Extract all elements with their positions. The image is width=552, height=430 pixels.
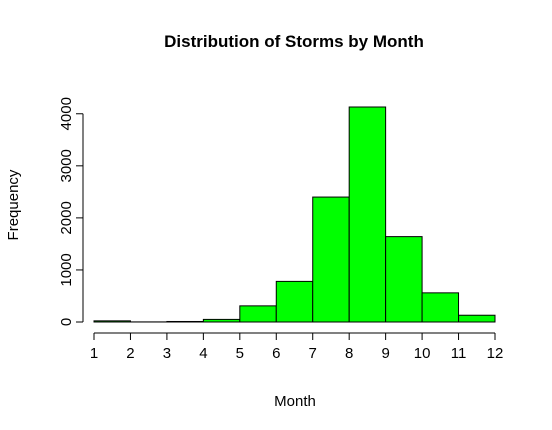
- histogram-bar: [421, 292, 460, 323]
- bars-group: [93, 106, 496, 323]
- histogram-bar: [312, 196, 350, 323]
- histogram-bar: [93, 320, 131, 323]
- y-tick-label: 4000: [58, 97, 75, 130]
- x-tick-label: 5: [236, 345, 244, 362]
- histogram-bar: [275, 280, 314, 323]
- y-tick-label: 0: [58, 318, 75, 326]
- x-tick-label: 11: [451, 345, 467, 362]
- x-tick-label: 9: [381, 345, 389, 362]
- x-axis-title: Month: [274, 393, 316, 410]
- x-tick-label: 6: [272, 345, 280, 362]
- histogram-bar: [166, 320, 204, 323]
- x-axis-ticks: 1 2 3 4 5 6 7 8 9 10 11 12: [90, 333, 504, 362]
- histogram-bar: [458, 314, 496, 323]
- x-tick-label: 7: [309, 345, 317, 362]
- y-tick-label: 1000: [58, 253, 75, 286]
- x-tick-label: 3: [163, 345, 171, 362]
- histogram-bar: [348, 106, 387, 323]
- x-tick-label: 12: [487, 345, 504, 362]
- x-tick-label: 4: [199, 345, 207, 362]
- y-axis-ticks: 0 1000 2000 3000 4000: [58, 97, 83, 326]
- y-tick-label: 2000: [58, 201, 75, 234]
- x-tick-label: 8: [345, 345, 353, 362]
- y-axis-title: Frequency: [5, 169, 22, 240]
- chart-title: Distribution of Storms by Month: [164, 32, 424, 51]
- histogram-bar: [385, 236, 423, 323]
- x-tick-label: 2: [126, 345, 134, 362]
- histogram-bar: [202, 318, 241, 323]
- y-tick-label: 3000: [58, 149, 75, 182]
- x-tick-label: 1: [90, 345, 98, 362]
- x-tick-label: 10: [414, 345, 431, 362]
- histogram-bar: [239, 305, 277, 323]
